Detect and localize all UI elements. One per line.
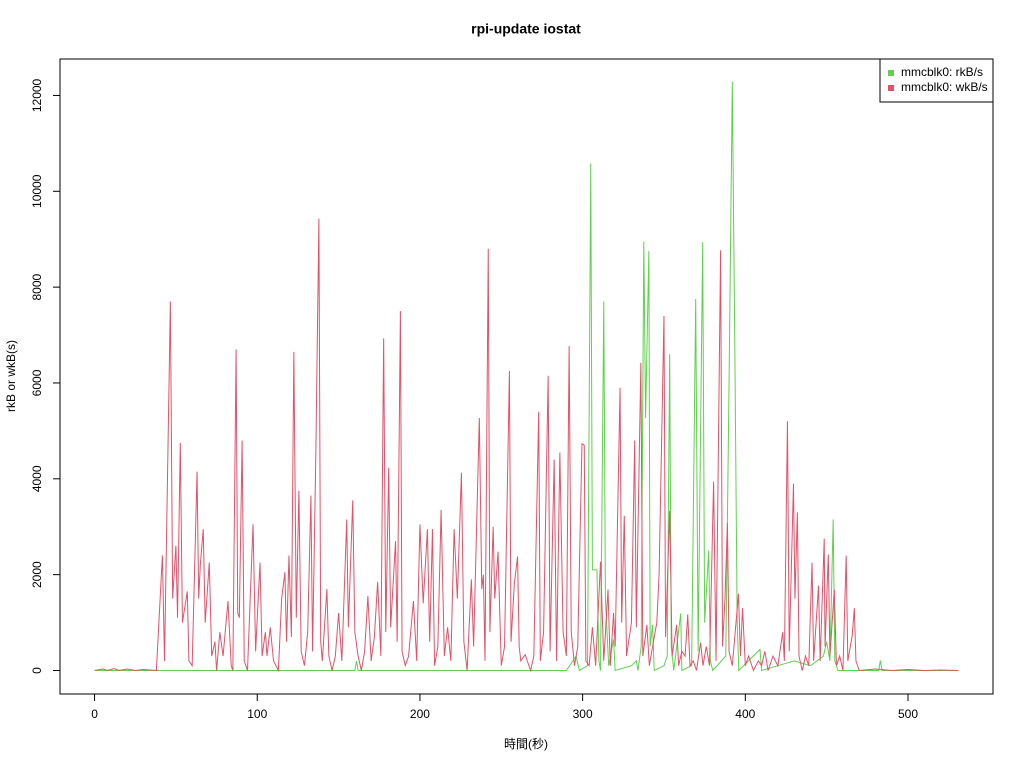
chart-title: rpi-update iostat xyxy=(471,21,581,37)
x-tick-label: 200 xyxy=(410,707,430,721)
legend-label: mmcblk0: rkB/s xyxy=(901,65,983,79)
x-tick-label: 300 xyxy=(573,707,593,721)
legend-label: mmcblk0: wkB/s xyxy=(901,80,988,94)
legend-box xyxy=(879,58,994,103)
y-tick-label: 10000 xyxy=(30,174,44,208)
y-tick-label: 0 xyxy=(30,667,44,674)
x-axis-label: 時間(秒) xyxy=(504,737,548,751)
y-tick-label: 4000 xyxy=(30,465,44,492)
x-tick-label: 100 xyxy=(247,707,267,721)
y-tick-label: 6000 xyxy=(30,369,44,396)
y-axis-label: rkB or wkB(s) xyxy=(4,340,18,412)
y-tick-label: 2000 xyxy=(30,561,44,588)
x-tick-label: 0 xyxy=(91,707,98,721)
x-tick-label: 500 xyxy=(898,707,918,721)
y-tick-label: 8000 xyxy=(30,273,44,300)
series-line xyxy=(94,218,959,673)
legend-swatch xyxy=(888,85,894,91)
plot-frame xyxy=(59,58,994,695)
y-tick-label: 12000 xyxy=(30,78,44,112)
legend-swatch xyxy=(888,70,894,76)
x-tick-label: 400 xyxy=(735,707,755,721)
